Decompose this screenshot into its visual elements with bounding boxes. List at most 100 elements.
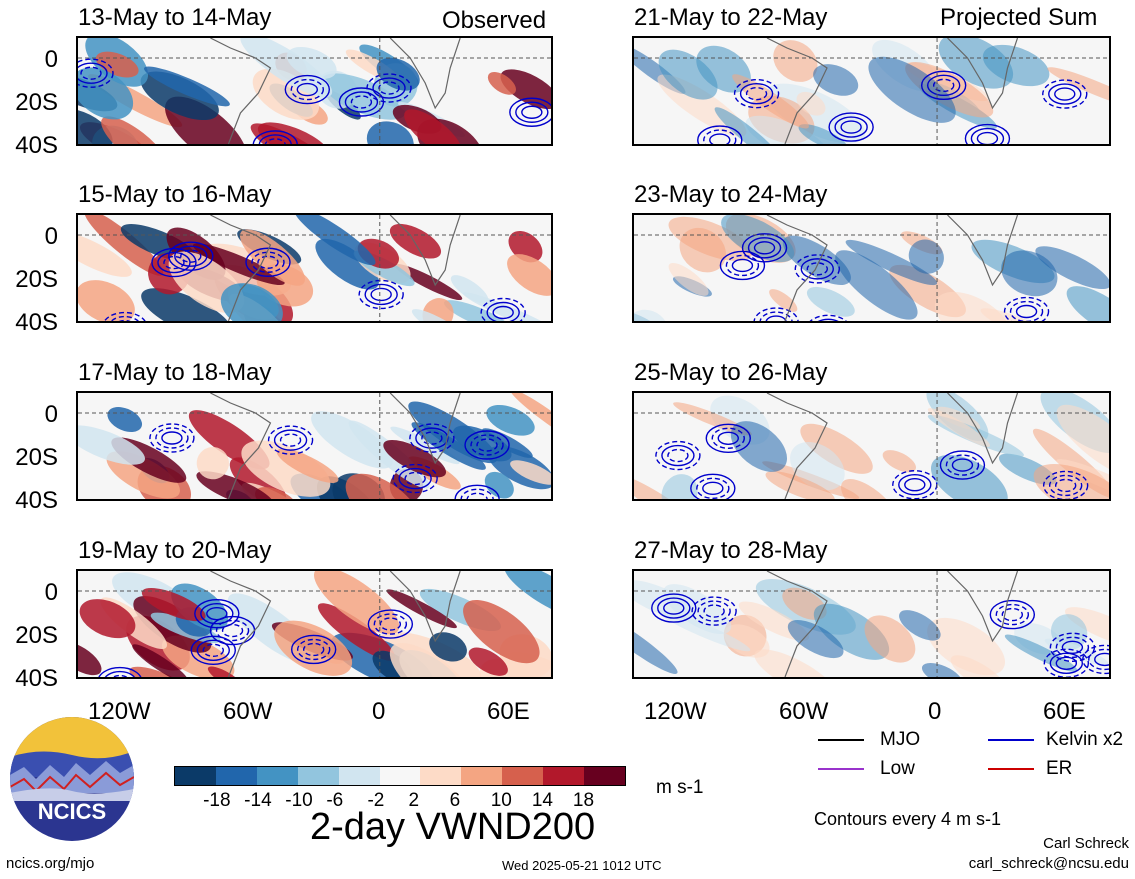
kelvin-contour — [709, 133, 731, 144]
kelvin-contour — [745, 86, 768, 101]
kelvin-contour — [206, 606, 228, 621]
kelvin-contour — [155, 427, 189, 449]
lon-label: 60E — [1043, 698, 1086, 725]
anomaly-shading — [443, 300, 512, 321]
kelvin-contour — [98, 666, 142, 677]
anomaly-shading — [107, 407, 143, 432]
kelvin-contour — [1055, 656, 1078, 670]
kelvin-contour — [741, 233, 788, 263]
kelvin-contour — [454, 484, 500, 499]
anomaly-shading — [196, 471, 275, 499]
anomaly-shading — [241, 440, 331, 497]
panel-title: 17-May to 18-May — [78, 359, 272, 386]
lon-label: 0 — [928, 698, 942, 725]
kelvin-contour — [702, 481, 724, 496]
kelvin-contour — [951, 458, 974, 472]
anomaly-shading — [868, 56, 956, 123]
legend-line-er — [988, 768, 1034, 770]
legend-line-kelvin — [988, 739, 1034, 741]
kelvin-contour — [926, 74, 961, 97]
kelvin-contour — [898, 474, 932, 496]
anomaly-shading — [1066, 286, 1109, 321]
coastline — [210, 215, 272, 321]
legend-label: Low — [880, 758, 915, 779]
anomaly-shading — [864, 615, 916, 663]
kelvin-contour — [202, 643, 224, 657]
coastline — [389, 393, 461, 465]
kelvin-contour — [696, 477, 730, 499]
coastline — [947, 393, 1019, 465]
colorbar-swatch — [420, 767, 462, 785]
anomaly-shading — [386, 589, 457, 629]
kelvin-contour — [257, 255, 279, 269]
kelvin-contour — [697, 125, 743, 144]
colorbar-tick: -2 — [367, 790, 385, 811]
kelvin-contour — [302, 642, 325, 657]
anomaly-shading — [394, 263, 463, 301]
anomaly-shading — [927, 617, 1006, 676]
kelvin-contour — [78, 62, 108, 84]
kelvin-contour — [492, 305, 514, 320]
coastline — [210, 393, 272, 499]
kelvin-contour — [245, 247, 291, 277]
anomaly-shading — [882, 450, 916, 473]
kelvin-contour — [358, 279, 404, 310]
colorbar-tick: -6 — [326, 790, 344, 811]
kelvin-contour — [920, 70, 967, 101]
kelvin-contour — [296, 82, 319, 97]
anomaly-shading — [84, 215, 164, 276]
map-panel — [76, 569, 553, 679]
anomaly-shading — [320, 73, 406, 120]
anomaly-shading — [411, 309, 472, 321]
anomaly-shading — [754, 649, 837, 677]
footer-timestamp: Wed 2025-05-21 1012 UTC — [502, 858, 662, 873]
anomaly-shading — [422, 298, 454, 321]
anomaly-shading — [389, 643, 475, 677]
colorbar-tick: 6 — [449, 790, 461, 811]
kelvin-contour — [373, 613, 408, 635]
map-panel — [76, 391, 553, 501]
kelvin-contour — [1088, 648, 1109, 671]
lat-label: 0 — [44, 46, 58, 73]
anomaly-shading — [366, 121, 414, 144]
coastline — [766, 571, 828, 677]
map-panel — [76, 213, 553, 323]
map-panel — [632, 391, 1111, 501]
anomaly-shading — [930, 454, 1008, 499]
anomaly-shading — [78, 67, 134, 120]
panel-title: 15-May to 16-May — [78, 181, 272, 208]
kelvin-contour — [697, 600, 731, 622]
anomaly-shading — [634, 475, 706, 499]
colorbar-swatch — [584, 767, 625, 785]
legend-label: ER — [1046, 758, 1073, 779]
colorbar-swatch — [379, 767, 421, 785]
kelvin-contour — [703, 129, 737, 144]
kelvin-contour — [415, 427, 449, 449]
kelvin-contour — [515, 101, 549, 123]
anomaly-shading — [487, 72, 516, 95]
anomaly-shading — [315, 238, 379, 290]
kelvin-contour — [372, 77, 406, 99]
kelvin-contour — [834, 116, 868, 138]
map-field — [634, 215, 1109, 321]
kelvin-contour — [1094, 652, 1109, 667]
anomaly-shading — [311, 411, 393, 469]
kelvin-contour — [932, 78, 955, 93]
lat-label: 20S — [15, 89, 58, 116]
lat-label: 40S — [15, 487, 58, 514]
kelvin-contour — [104, 670, 136, 677]
anomaly-shading — [1044, 638, 1109, 666]
anomaly-shading — [845, 239, 938, 286]
anomaly-shading — [78, 280, 135, 321]
anomaly-shading — [294, 215, 376, 266]
ncics-logo: NCICS — [10, 717, 134, 841]
footer-url: ncics.org/mjo — [6, 855, 95, 872]
anomaly-shading — [317, 603, 396, 661]
kelvin-contour — [657, 597, 691, 619]
kelvin-contour — [655, 440, 701, 471]
coastline — [766, 38, 828, 144]
anomaly-shading — [1056, 404, 1109, 478]
kelvin-contour — [149, 423, 195, 453]
kelvin-contour — [739, 82, 774, 105]
anomaly-shading — [143, 66, 230, 107]
